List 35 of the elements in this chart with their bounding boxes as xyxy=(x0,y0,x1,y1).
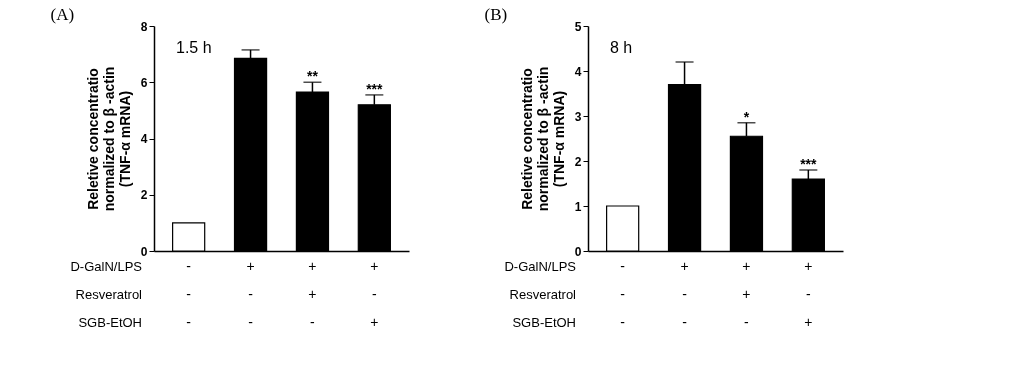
y-tick-label: 8 xyxy=(140,19,148,34)
y-axis-title: Reletive concentratio normalized to β -actin (TNF-α mRNA) xyxy=(84,66,133,212)
text: Resveratrol xyxy=(75,287,143,302)
text: Resveratrol xyxy=(509,287,577,302)
y-tick-label: 2 xyxy=(574,154,582,169)
text: SGB-EtOH xyxy=(512,315,576,330)
y-tick-label: 2 xyxy=(140,188,148,203)
x-tick-label: - - - xyxy=(186,257,192,330)
x-tick-label: + - - xyxy=(680,257,689,330)
x-tick-label: + - + xyxy=(370,257,379,330)
x-tick-label: + - + xyxy=(804,257,813,330)
annotation: ** xyxy=(306,68,319,85)
text: SGB-EtOH xyxy=(78,315,142,330)
y-tick-label: 0 xyxy=(574,244,582,259)
annotation: *** xyxy=(800,156,818,172)
y-tick-label: 3 xyxy=(574,109,582,124)
y-tick-label: 5 xyxy=(574,19,582,34)
annotation: *** xyxy=(366,80,384,97)
x-tick-label: + - - xyxy=(246,257,255,330)
chart-title: (B) xyxy=(484,5,508,24)
x-tick-label: + + - xyxy=(742,257,751,330)
y-axis-title: Reletive concentratio normalized to β -actin (TNF-α mRNA) xyxy=(518,66,567,212)
y-tick-label: 0 xyxy=(140,244,148,259)
y-tick-label: 4 xyxy=(574,64,582,79)
y-tick-label: 1 xyxy=(574,199,582,214)
annotation: * xyxy=(743,108,750,125)
text: D-GalN/LPS xyxy=(70,259,143,274)
annotation: 1.5 h xyxy=(176,39,212,56)
y-tick-label: 4 xyxy=(140,132,148,146)
text: D-GalN/LPS xyxy=(504,259,577,274)
x-tick-label: + + - xyxy=(308,257,317,330)
chart-title: (A) xyxy=(50,5,75,24)
x-tick-label: - - - xyxy=(620,257,626,330)
y-tick-label: 6 xyxy=(140,75,148,90)
annotation: 8 h xyxy=(610,39,633,56)
